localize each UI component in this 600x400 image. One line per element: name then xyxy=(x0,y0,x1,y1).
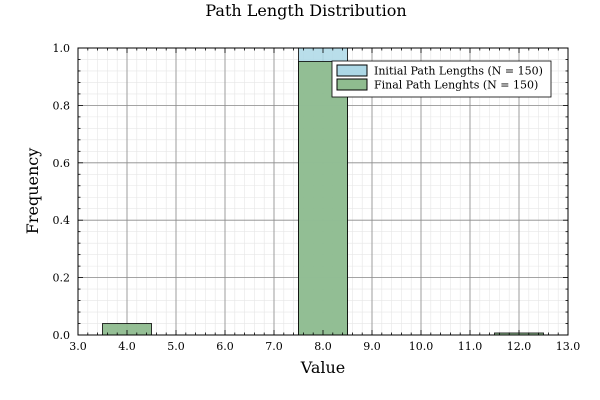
tick-marks xyxy=(77,47,569,336)
x-tick-label: 4.0 xyxy=(118,340,136,353)
x-tick-label: 10.0 xyxy=(409,340,434,353)
y-tick-label: 0.6 xyxy=(53,157,71,170)
x-tick-labels: 3.0 4.0 5.0 6.0 7.0 8.0 9.0 10.0 11.0 12.0 13.0 xyxy=(69,340,580,353)
y-tick-labels: 0.0 0.2 0.4 0.6 0.8 1.0 xyxy=(53,42,71,342)
legend-swatch-final xyxy=(336,78,368,91)
x-tick-label: 9.0 xyxy=(363,340,381,353)
y-tick-label: 0.2 xyxy=(53,272,71,285)
y-axis-label: Frequency xyxy=(23,148,42,235)
chart-title: Path Length Distribution xyxy=(205,1,406,20)
legend-label-initial: Initial Path Lengths (N = 150) xyxy=(374,65,543,78)
x-axis-label: Value xyxy=(300,358,346,377)
legend: Initial Path Lengths (N = 150) Final Pat… xyxy=(331,60,552,98)
x-tick-label: 8.0 xyxy=(314,340,332,353)
y-tick-label: 1.0 xyxy=(53,42,71,55)
x-tick-label: 12.0 xyxy=(507,340,532,353)
x-tick-label: 7.0 xyxy=(265,340,283,353)
bar-final-1 xyxy=(298,60,348,336)
legend-box xyxy=(331,60,552,98)
x-tick-label: 13.0 xyxy=(556,340,581,353)
x-tick-label: 5.0 xyxy=(167,340,185,353)
y-tick-label: 0.4 xyxy=(53,214,71,227)
x-tick-label: 3.0 xyxy=(69,340,87,353)
y-tick-label: 0.0 xyxy=(53,329,71,342)
legend-swatch-initial xyxy=(336,64,368,77)
x-tick-label: 6.0 xyxy=(216,340,234,353)
x-tick-label: 11.0 xyxy=(458,340,483,353)
legend-label-final: Final Path Lenghts (N = 150) xyxy=(374,79,538,92)
y-tick-label: 0.8 xyxy=(53,99,71,112)
